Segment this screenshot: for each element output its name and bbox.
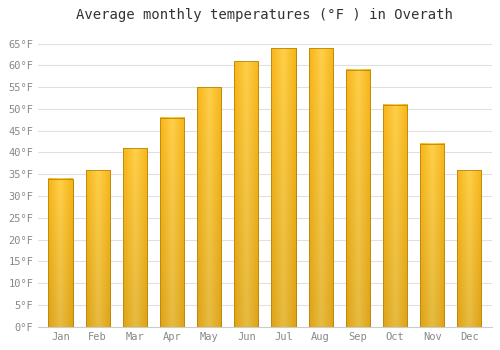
Bar [308, 48, 333, 327]
Bar [458, 170, 481, 327]
Bar [48, 178, 72, 327]
Bar [383, 105, 407, 327]
Bar [308, 48, 333, 327]
Bar [48, 178, 72, 327]
Bar [123, 148, 147, 327]
Bar [458, 170, 481, 327]
Bar [123, 148, 147, 327]
Title: Average monthly temperatures (°F ) in Overath: Average monthly temperatures (°F ) in Ov… [76, 8, 454, 22]
Bar [383, 105, 407, 327]
Bar [272, 48, 295, 327]
Bar [420, 144, 444, 327]
Bar [160, 118, 184, 327]
Bar [234, 61, 258, 327]
Bar [197, 87, 222, 327]
Bar [86, 170, 110, 327]
Bar [420, 144, 444, 327]
Bar [160, 118, 184, 327]
Bar [234, 61, 258, 327]
Bar [346, 70, 370, 327]
Bar [272, 48, 295, 327]
Bar [86, 170, 110, 327]
Bar [346, 70, 370, 327]
Bar [197, 87, 222, 327]
